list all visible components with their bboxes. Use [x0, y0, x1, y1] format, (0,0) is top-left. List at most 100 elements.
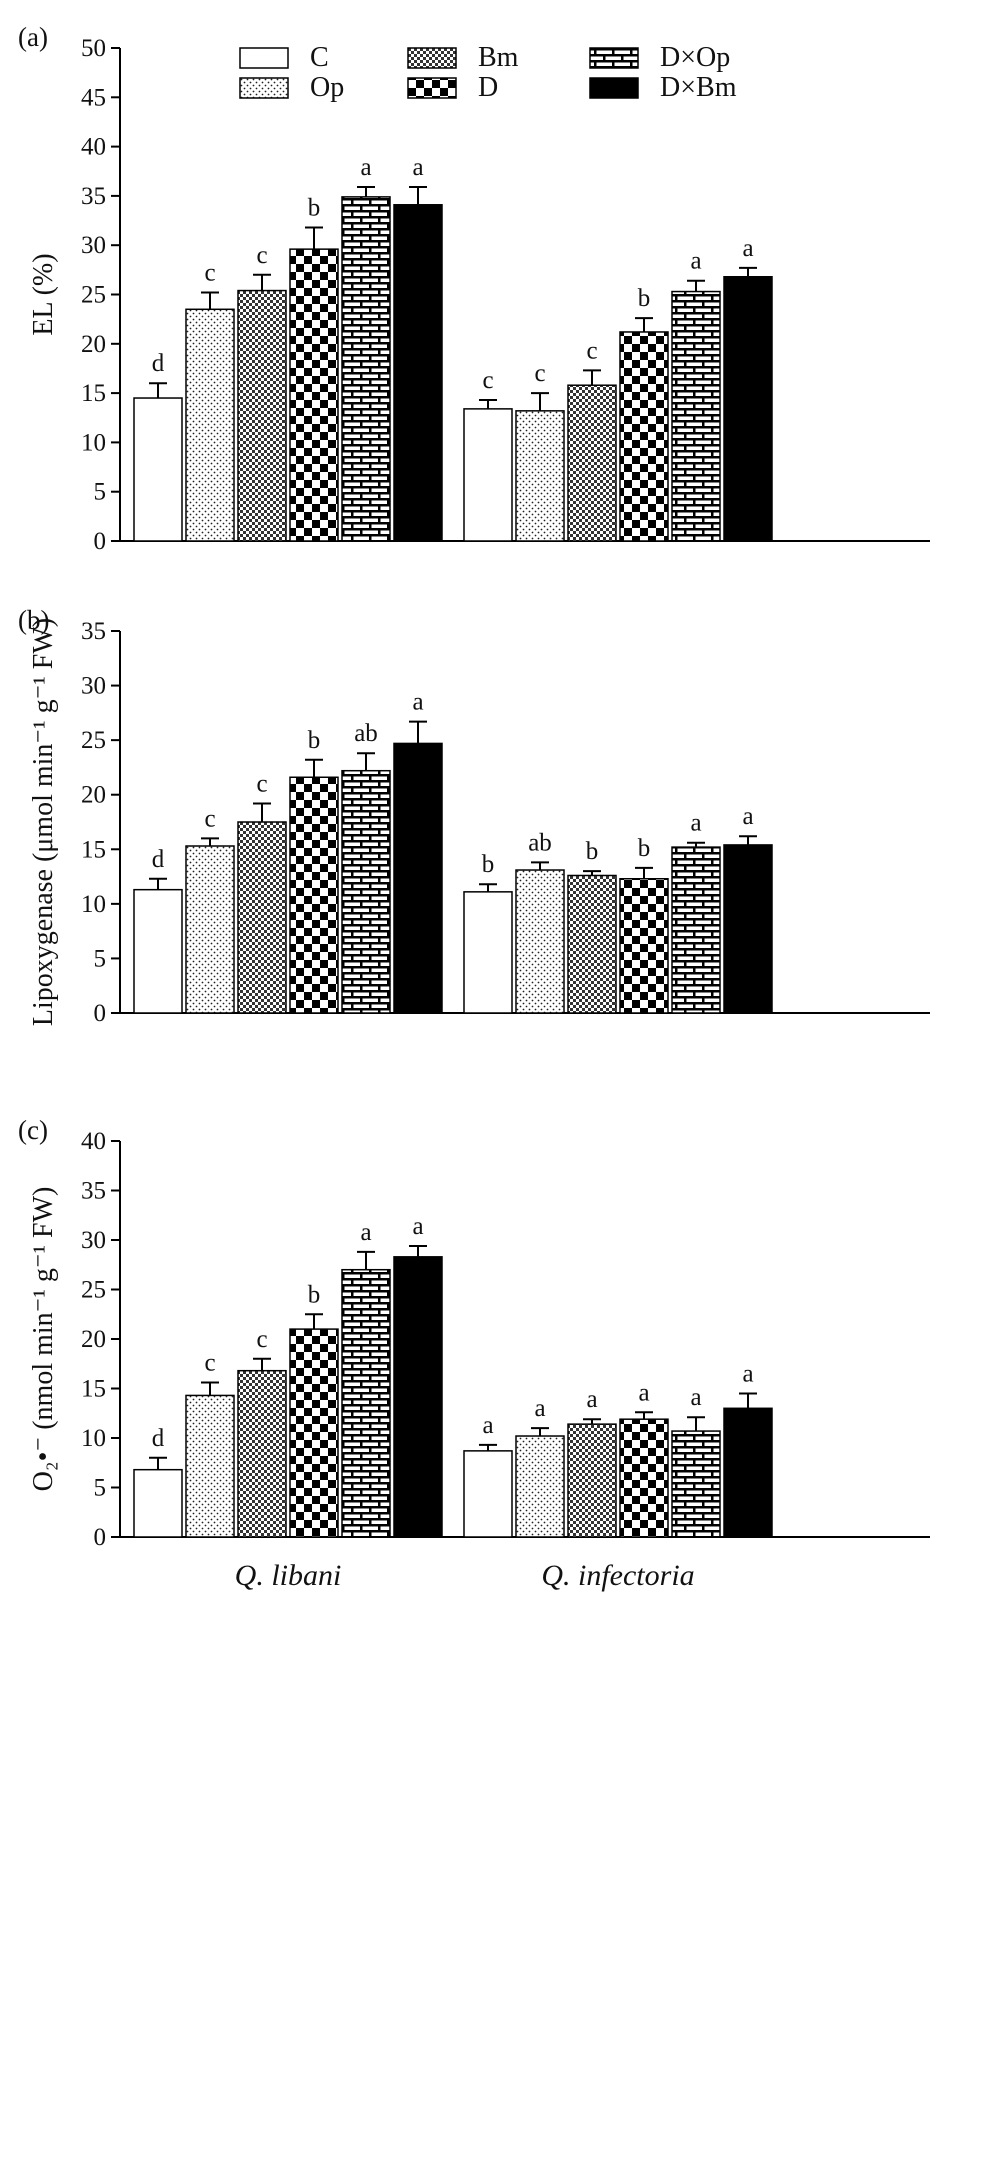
bar-dxop-q-infectoria [671, 290, 721, 542]
significance-letter: a [534, 1395, 545, 1422]
panel-label: (b) [18, 605, 49, 635]
significance-letter: b [308, 194, 321, 221]
y-tick-label: 10 [81, 429, 106, 456]
y-tick-label: 30 [81, 673, 106, 700]
bar-op-q-libani [185, 308, 235, 542]
bar-dxbm-q-libani [393, 1256, 443, 1538]
bar-d-q-infectoria [619, 878, 669, 1014]
significance-letter: c [256, 1326, 267, 1353]
significance-letter: a [690, 1384, 701, 1411]
legend-item-d: D [407, 72, 498, 103]
significance-letter: ab [528, 829, 552, 856]
bar-bm-q-infectoria [567, 384, 617, 542]
x-category-label: Q. libani [235, 1559, 342, 1592]
y-tick-label: 40 [81, 134, 106, 161]
significance-letter: a [742, 803, 753, 830]
y-tick-label: 15 [81, 380, 106, 407]
bar-dxop-q-libani [341, 769, 391, 1014]
legend-swatch [589, 47, 639, 69]
y-tick-label: 5 [94, 1475, 107, 1502]
chart-panel-b: (b) 0 5 10 15 20 25 30 35 Lipoxygenase (μmol min⁻… [18, 605, 930, 1027]
legend-item-op: Op [239, 72, 344, 103]
y-tick-label: 30 [81, 232, 106, 259]
bar-dxop-q-libani [341, 1268, 391, 1538]
bar-op-q-libani [185, 1394, 235, 1538]
significance-letter: b [638, 285, 651, 312]
bar-bm-q-libani [237, 821, 287, 1014]
bar-op-q-infectoria [515, 1435, 565, 1538]
bar-bm-q-libani [237, 289, 287, 542]
bar-dxbm-q-libani [393, 204, 443, 542]
significance-letter: ab [354, 720, 378, 747]
significance-letter: d [152, 350, 165, 377]
significance-letter: b [586, 838, 599, 865]
y-tick-label: 50 [81, 35, 106, 62]
bar-c-q-infectoria [463, 891, 513, 1014]
significance-letter: d [152, 846, 165, 873]
bar-dxbm-q-infectoria [723, 1407, 773, 1538]
bar-dxop-q-libani [341, 196, 391, 542]
significance-letter: a [360, 1219, 371, 1246]
y-tick-label: 0 [94, 528, 107, 555]
bar-dxbm-q-infectoria [723, 276, 773, 542]
legend: COp BmD D×OpD×Bm [239, 42, 737, 103]
bar-dxbm-q-libani [393, 742, 443, 1014]
bar-c-q-libani [133, 1468, 183, 1538]
legend-swatch [589, 77, 639, 99]
legend-item-dxbm: D×Bm [589, 72, 737, 103]
significance-letter: a [690, 810, 701, 837]
y-tick-label: 25 [81, 727, 106, 754]
y-axis-label: EL (%) [28, 253, 59, 335]
legend-item-c: C [239, 42, 329, 73]
bar-dxop-q-infectoria [671, 1430, 721, 1538]
significance-letter: c [534, 360, 545, 387]
bar-d-q-infectoria [619, 1418, 669, 1538]
y-tick-label: 5 [94, 945, 107, 972]
significance-letter: a [412, 1213, 423, 1240]
significance-letter: b [482, 851, 495, 878]
y-tick-label: 10 [81, 1425, 106, 1452]
legend-swatch [239, 77, 289, 99]
significance-letter: b [638, 835, 651, 862]
significance-letter: c [482, 367, 493, 394]
y-tick-label: 35 [81, 183, 106, 210]
significance-letter: a [638, 1379, 649, 1406]
bar-c-q-infectoria [463, 408, 513, 542]
bar-d-q-libani [289, 776, 339, 1014]
legend-label: D×Op [660, 42, 730, 73]
bar-bm-q-infectoria [567, 1423, 617, 1538]
bar-d-q-infectoria [619, 331, 669, 542]
legend-label: C [310, 42, 329, 73]
legend-item-dxop: D×Op [589, 42, 730, 73]
legend-item-bm: Bm [407, 42, 519, 73]
significance-letter: a [742, 235, 753, 262]
significance-letter: a [742, 1360, 753, 1387]
bar-dxbm-q-infectoria [723, 844, 773, 1014]
significance-letter: a [360, 154, 371, 181]
significance-letter: a [690, 248, 701, 275]
y-tick-label: 0 [94, 1524, 107, 1551]
significance-letter: a [412, 689, 423, 716]
legend-label: Op [310, 72, 344, 103]
bar-c-q-libani [133, 397, 183, 542]
significance-letter: a [412, 154, 423, 181]
significance-letter: c [204, 260, 215, 287]
panel-label: (c) [18, 1115, 48, 1145]
y-axis-label: Lipoxygenase (μmol min⁻¹ g⁻¹ FW) [28, 618, 59, 1026]
legend-swatch [239, 47, 289, 69]
significance-letter: b [308, 1281, 321, 1308]
y-tick-label: 15 [81, 836, 106, 863]
y-tick-label: 30 [81, 1227, 106, 1254]
significance-letter: c [586, 337, 597, 364]
y-axis-label: O₂•⁻ (nmol min⁻¹ g⁻¹ FW) [28, 1187, 59, 1492]
bar-op-q-infectoria [515, 410, 565, 542]
significance-letter: b [308, 727, 321, 754]
legend-label: Bm [478, 42, 519, 73]
significance-letter: a [482, 1412, 493, 1439]
significance-letter: d [152, 1425, 165, 1452]
significance-letter: c [256, 242, 267, 269]
legend-label: D [478, 72, 498, 103]
legend-swatch [407, 77, 457, 99]
y-tick-label: 15 [81, 1376, 106, 1403]
